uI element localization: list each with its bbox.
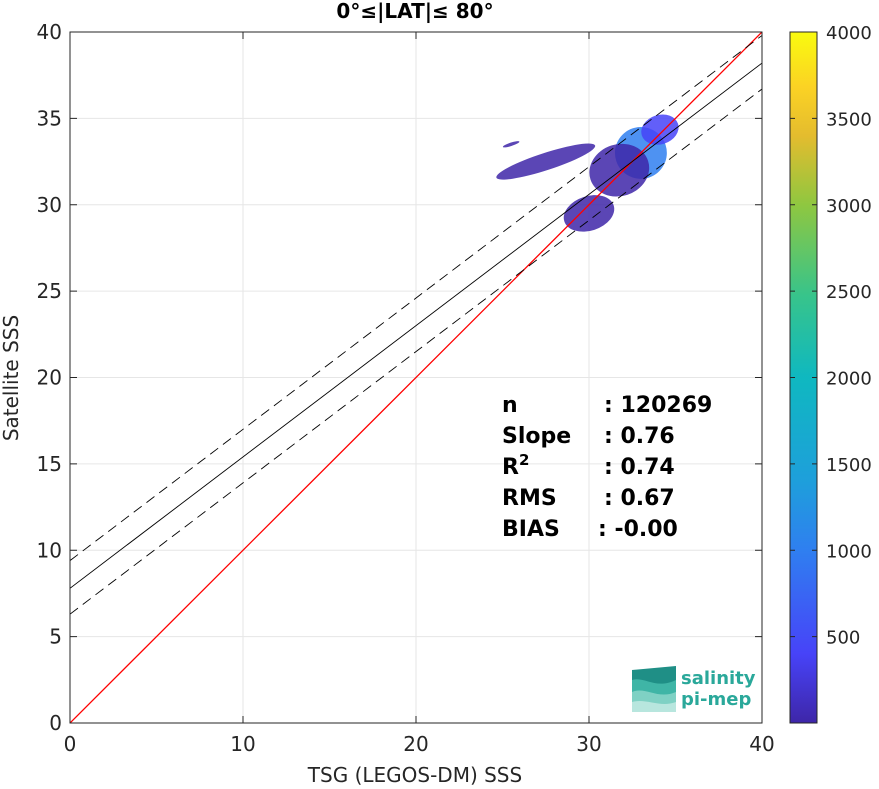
stat-label: BIAS (502, 517, 560, 542)
y-tick-label: 0 (49, 711, 62, 735)
line-fit (70, 62, 762, 589)
stat-label: R2 (502, 451, 529, 480)
colorbar-tick-label: 1500 (826, 455, 872, 476)
salinity-pi-mep-logo: salinity pi-mep (632, 666, 756, 712)
y-tick-label: 40 (37, 20, 62, 44)
stat-label: n (502, 393, 518, 418)
stat-label-text: n (502, 393, 518, 418)
density-cell (502, 141, 520, 148)
density-cell (496, 143, 596, 180)
x-tick-label: 10 (230, 732, 255, 756)
logo-wave-shape (632, 701, 676, 712)
line-1-1 (70, 32, 762, 723)
x-axis-ticks: 0 10 20 30 40 (64, 32, 775, 756)
stat-value: : 120269 (604, 393, 712, 418)
density-cell (641, 114, 679, 145)
y-tick-label: 35 (37, 106, 62, 130)
x-tick-label: 0 (64, 732, 77, 756)
y-tick-label: 25 (37, 279, 62, 303)
colorbar-ticks: 500 1000 1500 2000 2500 3000 3500 4000 (790, 23, 872, 649)
regression-lines (70, 32, 762, 723)
stat-label-text: R (502, 455, 519, 480)
line-fit-rms (70, 88, 762, 615)
colorbar-tick-label: 500 (826, 628, 860, 649)
stat-value: : 0.67 (604, 486, 675, 511)
logo-waves-icon (632, 666, 676, 712)
y-tick-label: 20 (37, 366, 62, 390)
chart-title: 0°≤|LAT|≤ 80° (336, 0, 493, 23)
y-axis-ticks: 0 5 10 15 20 25 30 35 40 (37, 20, 762, 735)
x-axis-label: TSG (LEGOS-DM) SSS (307, 763, 522, 787)
stat-label: Slope (502, 424, 571, 449)
logo-text-pi-mep: pi-mep (681, 689, 751, 710)
density-cell (589, 143, 650, 197)
x-tick-label: 40 (749, 732, 774, 756)
colorbar-tick-label: 2500 (826, 282, 872, 303)
y-axis-label: Satellite SSS (0, 315, 23, 441)
y-tick-label: 15 (37, 452, 62, 476)
x-tick-label: 30 (576, 732, 601, 756)
stat-value: : 0.76 (604, 424, 675, 449)
stat-label-text: RMS (502, 486, 557, 511)
line-fit-rms (70, 35, 762, 561)
colorbar-tick-label: 1000 (826, 541, 872, 562)
logo-text-salinity: salinity (681, 668, 756, 689)
colorbar-tick-label: 3500 (826, 109, 872, 130)
stats-box: n : 120269 Slope : 0.76 R2 : 0.74 RMS : 0.67 BIA… (502, 393, 712, 542)
stat-value: : 0.74 (604, 455, 675, 480)
colorbar-tick-label: 4000 (826, 23, 872, 44)
colorbar-tick-label: 3000 (826, 196, 872, 217)
stat-label-text: BIAS (502, 517, 560, 542)
stat-label-text: Slope (502, 424, 571, 449)
y-tick-label: 10 (37, 538, 62, 562)
stat-label-superscript: 2 (519, 451, 529, 469)
stat-label: RMS (502, 486, 557, 511)
x-tick-label: 20 (403, 732, 428, 756)
y-tick-label: 5 (49, 625, 62, 649)
stat-value: : -0.00 (598, 517, 678, 542)
colorbar-tick-label: 2000 (826, 369, 872, 390)
y-tick-label: 30 (37, 193, 62, 217)
